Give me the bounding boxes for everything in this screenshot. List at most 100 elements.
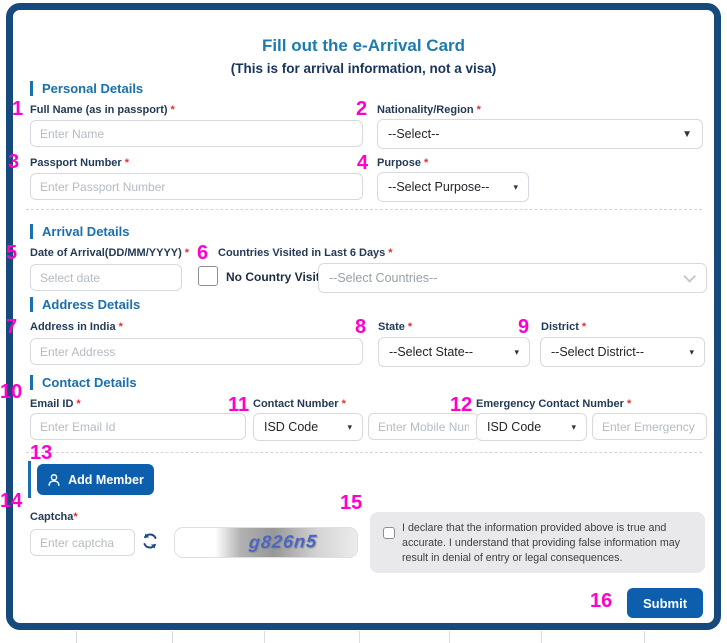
section-address-details: Address Details: [30, 297, 140, 312]
address-in-india-input[interactable]: [30, 338, 363, 365]
page-subtitle: (This is for arrival information, not a …: [230, 61, 497, 76]
emergency-isd-code-value: ISD Code: [487, 420, 542, 434]
nationality-select[interactable]: --Select-- ▼: [377, 119, 703, 149]
purpose-select-value: --Select Purpose--: [388, 180, 490, 194]
section-bar: [30, 375, 33, 390]
add-member-label: Add Member: [68, 472, 144, 487]
section-bar: [30, 224, 33, 239]
required-mark: *: [626, 398, 632, 410]
annotation-1: 1: [12, 98, 24, 120]
section-arrival-details: Arrival Details: [30, 224, 129, 239]
annotation-10: 10: [0, 381, 23, 403]
required-mark: *: [124, 157, 129, 169]
section-title: Arrival Details: [42, 224, 130, 239]
submit-label: Submit: [642, 595, 688, 611]
section-divider: [26, 452, 702, 453]
annotation-15: 15: [340, 492, 363, 514]
section-bar: [30, 81, 33, 96]
chevron-down-icon: ▾: [514, 346, 519, 357]
no-country-visited-label: No Country Visited: [226, 270, 334, 284]
chevron-down-icon: ▾: [513, 181, 518, 192]
emergency-isd-code-select[interactable]: ISD Code ▾: [476, 413, 587, 441]
submit-button[interactable]: Submit: [627, 588, 703, 618]
isd-code-select[interactable]: ISD Code ▾: [253, 413, 363, 441]
section-personal-details: Personal Details: [30, 81, 143, 96]
full-name-input[interactable]: [30, 120, 363, 147]
district-select[interactable]: --Select District-- ▾: [540, 337, 705, 367]
required-mark: *: [73, 511, 78, 523]
mobile-number-input[interactable]: [368, 413, 479, 440]
person-icon: [48, 473, 60, 486]
declaration-panel: I declare that the information provided …: [370, 512, 705, 573]
section-bar: [30, 297, 33, 312]
date-of-arrival-label: Date of Arrival(DD/MM/YYYY) *: [30, 247, 190, 259]
background-table-line: [76, 631, 77, 643]
section-contact-details: Contact Details: [30, 375, 137, 390]
required-mark: *: [341, 398, 346, 410]
annotation-12: 12: [450, 394, 473, 416]
purpose-select[interactable]: --Select Purpose-- ▾: [377, 172, 529, 202]
background-table-line: [172, 631, 173, 643]
email-input[interactable]: [30, 413, 246, 440]
background-table-line: [644, 631, 645, 643]
state-select[interactable]: --Select State-- ▾: [378, 337, 530, 367]
chevron-down-icon: ▾: [347, 421, 352, 432]
refresh-icon[interactable]: [140, 531, 160, 551]
passport-number-label: Passport Number *: [30, 157, 129, 169]
chevron-down-icon: [683, 269, 696, 283]
section-title: Address Details: [42, 297, 141, 312]
date-of-arrival-input[interactable]: [30, 264, 182, 291]
chevron-down-icon: ▾: [689, 346, 694, 357]
annotation-16: 16: [590, 590, 613, 612]
annotation-5: 5: [6, 242, 18, 264]
annotation-8: 8: [355, 316, 367, 338]
annotation-9: 9: [518, 316, 530, 338]
required-mark: *: [424, 157, 429, 169]
state-label: State *: [378, 321, 413, 333]
annotation-3: 3: [8, 151, 20, 173]
contact-number-label: Contact Number *: [253, 398, 346, 410]
annotation-4: 4: [357, 152, 369, 174]
required-mark: *: [118, 321, 123, 333]
captcha-input[interactable]: [30, 529, 135, 556]
section-divider: [26, 209, 702, 210]
captcha-label: Captcha*: [30, 511, 78, 523]
district-label: District *: [541, 321, 587, 333]
district-select-value: --Select District--: [551, 345, 645, 359]
background-table-line: [359, 631, 360, 643]
declaration-text: I declare that the information provided …: [402, 522, 681, 564]
annotation-14: 14: [0, 490, 23, 512]
chevron-down-icon: ▾: [571, 421, 576, 432]
nationality-select-value: --Select--: [388, 127, 440, 141]
full-name-label: Full Name (as in passport) *: [30, 104, 175, 116]
declaration-checkbox[interactable]: [383, 527, 395, 539]
chevron-down-icon: ▼: [682, 128, 692, 140]
captcha-image: g826n5: [174, 527, 358, 558]
background-table-line: [541, 631, 542, 643]
page-title: Fill out the e-Arrival Card: [261, 36, 466, 55]
address-in-india-label: Address in India *: [30, 321, 123, 333]
add-member-button[interactable]: Add Member: [37, 464, 154, 495]
annotation-7: 7: [6, 316, 18, 338]
required-mark: *: [388, 247, 393, 259]
annotation-13: 13: [30, 442, 53, 464]
background-table-line: [264, 631, 265, 643]
emergency-number-input[interactable]: [592, 413, 707, 440]
no-country-visited-checkbox[interactable]: [198, 266, 218, 286]
countries-visited-select[interactable]: --Select Countries--: [318, 263, 707, 293]
annotation-2: 2: [356, 98, 368, 120]
isd-code-value: ISD Code: [264, 420, 319, 434]
emergency-contact-label: Emergency Contact Number *: [476, 398, 632, 410]
annotation-11: 11: [228, 394, 250, 416]
purpose-label: Purpose *: [377, 157, 429, 169]
annotation-6: 6: [197, 242, 209, 264]
passport-number-input[interactable]: [30, 173, 363, 200]
nationality-label: Nationality/Region *: [377, 104, 481, 116]
email-label: Email ID *: [30, 398, 81, 410]
state-select-value: --Select State--: [389, 345, 474, 359]
required-mark: *: [184, 247, 190, 259]
required-mark: *: [581, 321, 587, 333]
required-mark: *: [476, 104, 481, 116]
background-table-line: [449, 631, 450, 643]
required-mark: *: [170, 104, 175, 116]
